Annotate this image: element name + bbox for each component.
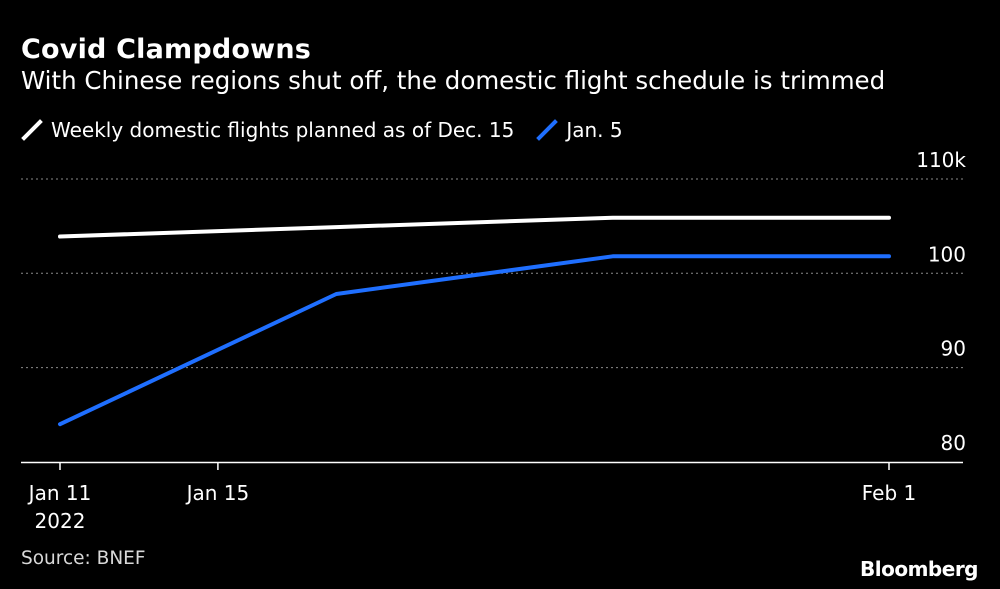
- x-tick-label: Jan 15: [185, 481, 250, 505]
- x-tick-sublabel: 2022: [35, 509, 86, 533]
- legend-swatch-jan5-icon: [536, 119, 559, 141]
- series-line-jan5: [58, 254, 891, 427]
- series-line-dec15: [58, 215, 891, 239]
- x-tick-label: Feb 1: [862, 481, 917, 505]
- chart-title: Covid Clampdowns: [21, 34, 312, 65]
- legend: Weekly domestic flights planned as of De…: [21, 117, 645, 143]
- y-tick-label: 100: [928, 242, 966, 266]
- y-tick-label: 80: [941, 431, 966, 455]
- x-tick-label: Jan 11: [27, 481, 92, 505]
- y-tick-label: 110k: [916, 148, 966, 172]
- bloomberg-logo: Bloomberg: [860, 557, 978, 581]
- legend-label-jan5: Jan. 5: [566, 118, 623, 142]
- legend-item-dec15: Weekly domestic flights planned as of De…: [21, 118, 514, 142]
- legend-swatch-dec15-icon: [21, 119, 43, 141]
- chart-subtitle: With Chinese regions shut off, the domes…: [21, 66, 886, 95]
- legend-label-dec15: Weekly domestic flights planned as of De…: [51, 118, 515, 142]
- source-note: Source: BNEF: [21, 548, 146, 569]
- y-tick-label: 90: [941, 337, 966, 361]
- legend-item-jan5: Jan. 5: [536, 118, 623, 142]
